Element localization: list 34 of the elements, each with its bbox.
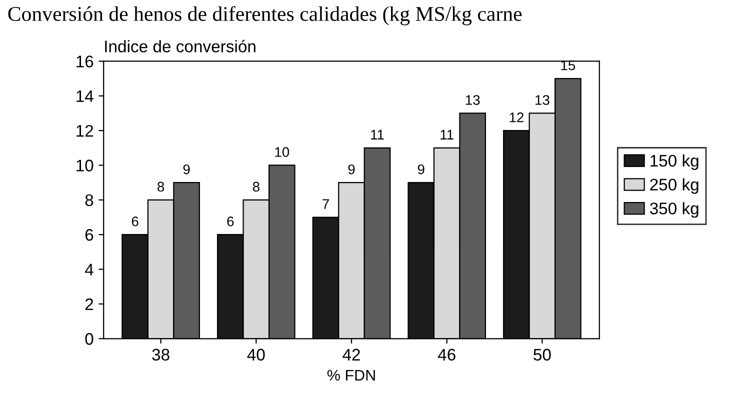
data-label: 6	[132, 216, 138, 226]
x-axis-title: % FDN	[327, 370, 375, 381]
x-tick-label: 46	[438, 348, 456, 361]
data-label: 11	[371, 130, 384, 140]
y-tick-label: 8	[85, 194, 94, 206]
x-tick-label: 42	[342, 348, 360, 360]
y-tick-label: 2	[85, 298, 94, 310]
x-tick-label: 50	[534, 348, 551, 361]
data-label: 9	[418, 164, 424, 174]
data-label: 6	[227, 216, 234, 226]
y-tick-label: 12	[76, 124, 94, 137]
data-label: 8	[252, 182, 260, 192]
data-label: 11	[440, 130, 454, 140]
y-tick-label: 0	[85, 333, 94, 345]
data-label: 12	[510, 112, 524, 122]
x-tick-label: 38	[152, 348, 170, 361]
y-tick-label: 10	[76, 160, 94, 172]
legend-label: 150 kg	[650, 154, 698, 170]
data-label: 9	[348, 164, 355, 174]
y-tick-label: 16	[76, 56, 94, 68]
data-label: 7	[322, 199, 329, 209]
y-axis-title: Indice de conversión	[105, 40, 256, 52]
y-tick-label: 4	[84, 264, 94, 276]
y-tick-label: 14	[76, 90, 94, 102]
data-label: 9	[183, 164, 190, 174]
y-tick-label: 6	[85, 229, 94, 241]
data-label: 13	[536, 95, 550, 105]
data-label: 10	[275, 147, 290, 157]
data-label: 13	[466, 95, 480, 105]
x-tick-label: 40	[247, 348, 265, 361]
legend-label: 350 kg	[650, 202, 698, 218]
legend-label: 250 kg	[650, 178, 698, 194]
data-label: 8	[158, 182, 164, 192]
chart-title: Conversión de henos de diferentes calidades (kg MS/kg carne	[8, 6, 522, 26]
